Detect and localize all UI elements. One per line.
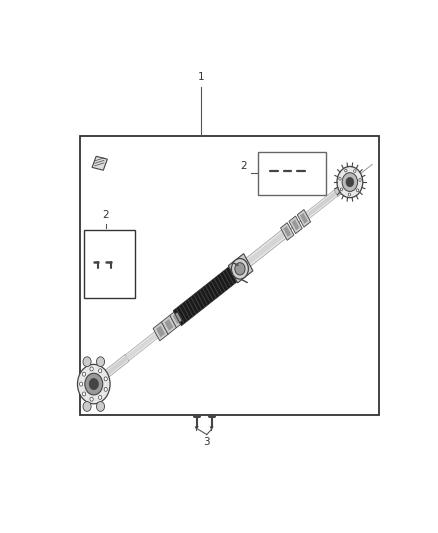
Circle shape [82,372,86,376]
Polygon shape [292,220,300,230]
Circle shape [90,397,93,401]
Circle shape [340,188,343,191]
Circle shape [96,401,105,411]
Circle shape [339,177,341,180]
Circle shape [342,173,357,191]
Circle shape [231,259,248,279]
Polygon shape [126,324,168,361]
Polygon shape [153,322,168,341]
Polygon shape [297,209,311,227]
Text: 2: 2 [240,160,247,171]
Polygon shape [170,309,185,328]
Polygon shape [304,191,337,219]
Circle shape [96,357,105,367]
Polygon shape [228,254,253,283]
Circle shape [99,395,102,399]
Circle shape [359,179,361,181]
Polygon shape [104,354,129,378]
Circle shape [78,365,110,404]
Text: 2: 2 [102,210,109,220]
Polygon shape [281,223,294,240]
Circle shape [89,378,99,390]
Polygon shape [300,213,308,224]
Circle shape [83,357,91,367]
Circle shape [345,169,347,172]
Circle shape [83,401,91,411]
Bar [84,230,134,298]
Polygon shape [173,312,182,324]
Circle shape [85,373,103,395]
Polygon shape [92,156,107,170]
Text: 1: 1 [198,72,204,83]
Polygon shape [173,262,243,326]
Bar [258,152,326,195]
Circle shape [104,377,107,381]
Circle shape [104,387,107,391]
Circle shape [99,369,102,373]
Polygon shape [334,183,346,197]
Polygon shape [165,319,173,330]
Polygon shape [105,356,128,376]
Circle shape [337,166,363,198]
Circle shape [79,382,83,386]
Polygon shape [126,325,167,359]
Circle shape [353,169,356,173]
Polygon shape [247,228,290,264]
Circle shape [90,367,93,371]
Polygon shape [304,190,338,220]
Polygon shape [283,226,291,237]
Polygon shape [162,316,177,334]
Polygon shape [156,326,165,337]
Circle shape [346,177,354,187]
Circle shape [82,392,86,396]
Circle shape [357,189,359,192]
Polygon shape [246,226,291,266]
Polygon shape [289,216,302,233]
Text: 3: 3 [204,438,210,447]
Bar [80,136,379,415]
Circle shape [348,193,350,196]
Circle shape [235,263,245,275]
